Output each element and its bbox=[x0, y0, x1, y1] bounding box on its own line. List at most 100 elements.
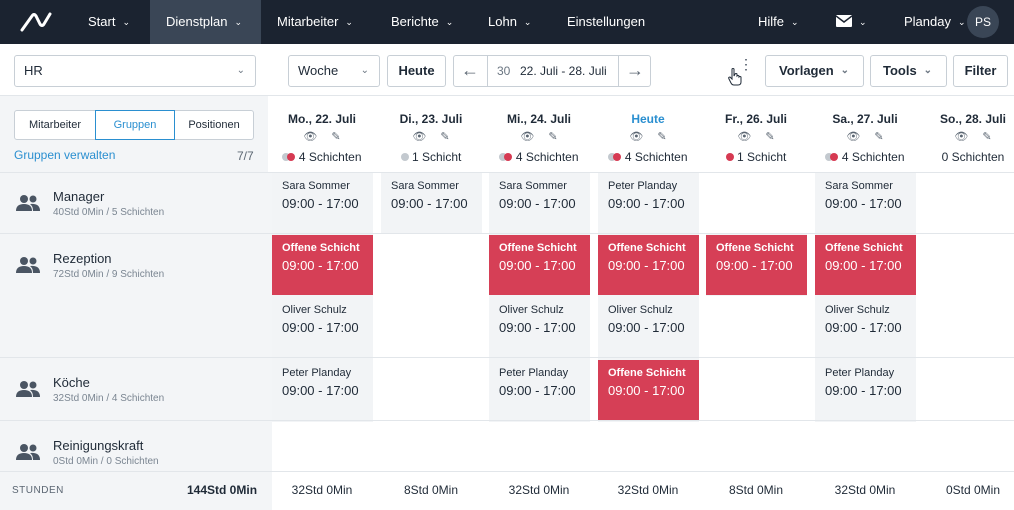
date-navigator: ← 30 22. Juli - 28. Juli → bbox=[453, 55, 651, 87]
users-icon bbox=[16, 381, 40, 397]
manage-groups-link[interactable]: Gruppen verwalten bbox=[14, 148, 116, 162]
shift-card[interactable]: Peter Planday 09:00 - 17:00 bbox=[598, 173, 699, 233]
view-select[interactable]: Woche ⌄ bbox=[288, 55, 380, 87]
today-button[interactable]: Heute bbox=[387, 55, 446, 87]
edit-icon[interactable]: ✎ bbox=[548, 131, 558, 143]
shift-time: 09:00 - 17:00 bbox=[499, 320, 576, 335]
shift-card[interactable]: Oliver Schulz 09:00 - 17:00 bbox=[489, 297, 590, 357]
group-row[interactable]: Köche 32Std 0Min / 4 Schichten bbox=[0, 358, 272, 420]
more-options-icon[interactable]: ⋮ bbox=[739, 56, 753, 72]
open-shift-card[interactable]: Offene Schicht 09:00 - 17:00 bbox=[706, 235, 807, 295]
day-shift-count: 4 Schichten bbox=[811, 150, 919, 164]
department-select[interactable]: HR ⌄ bbox=[14, 55, 256, 87]
shift-card[interactable]: Peter Planday 09:00 - 17:00 bbox=[489, 360, 590, 420]
shift-card[interactable]: Sara Sommer 09:00 - 17:00 bbox=[272, 173, 373, 233]
nav-lohn[interactable]: Lohn ⌄ bbox=[488, 0, 531, 44]
day-header[interactable]: Sa., 27. Juli 👁︎ ✎ 4 Schichten bbox=[811, 96, 919, 172]
eye-icon[interactable]: 👁︎ bbox=[412, 131, 427, 143]
users-icon bbox=[16, 257, 40, 273]
edit-icon[interactable]: ✎ bbox=[874, 131, 884, 143]
open-shift-card[interactable]: Offene Schicht 09:00 - 17:00 bbox=[598, 235, 699, 295]
nav-account[interactable]: Planday ⌄ bbox=[904, 0, 966, 44]
hours-total: 144Std 0Min bbox=[187, 483, 258, 497]
shift-card[interactable]: Sara Sommer 09:00 - 17:00 bbox=[381, 173, 482, 233]
nav-einstellungen[interactable]: Einstellungen bbox=[567, 0, 645, 44]
eye-icon[interactable]: 👁︎ bbox=[846, 131, 861, 143]
edit-icon[interactable]: ✎ bbox=[331, 131, 341, 143]
date-range[interactable]: 22. Juli - 28. Juli bbox=[520, 64, 607, 78]
shift-time: 09:00 - 17:00 bbox=[716, 258, 793, 273]
nav-help[interactable]: Hilfe ⌄ bbox=[758, 0, 799, 44]
nav-berichte[interactable]: Berichte ⌄ bbox=[391, 0, 453, 44]
arrow-right-icon[interactable]: → bbox=[626, 60, 644, 80]
day-header[interactable]: Mo., 22. Juli 👁︎ ✎ 4 Schichten bbox=[268, 96, 376, 172]
tools-dropdown[interactable]: Tools ⌄ bbox=[870, 55, 947, 87]
shift-employee: Offene Schicht bbox=[825, 242, 903, 254]
open-shift-card[interactable]: Offene Schicht 09:00 - 17:00 bbox=[272, 235, 373, 295]
day-actions: 👁︎ ✎ bbox=[377, 130, 485, 143]
eye-icon[interactable]: 👁︎ bbox=[737, 131, 752, 143]
tab-positionen[interactable]: Positionen bbox=[188, 119, 240, 131]
shift-card[interactable]: Peter Planday 09:00 - 17:00 bbox=[815, 360, 916, 420]
open-shift-card[interactable]: Offene Schicht 09:00 - 17:00 bbox=[489, 235, 590, 295]
shift-time: 09:00 - 17:00 bbox=[608, 383, 685, 398]
hand-cursor-icon bbox=[728, 68, 742, 86]
shift-card[interactable]: Sara Sommer 09:00 - 17:00 bbox=[489, 173, 590, 233]
edit-icon[interactable]: ✎ bbox=[982, 131, 992, 143]
eye-icon[interactable]: 👁︎ bbox=[520, 131, 535, 143]
tab-mitarbeiter[interactable]: Mitarbeiter bbox=[29, 119, 81, 131]
tab-gruppen[interactable]: Gruppen bbox=[95, 110, 175, 140]
planday-logo-icon[interactable] bbox=[18, 10, 54, 34]
chevron-down-icon: ⌄ bbox=[791, 17, 799, 27]
nav-start[interactable]: Start ⌄ bbox=[88, 0, 130, 44]
eye-icon[interactable]: 👁︎ bbox=[954, 131, 969, 143]
status-dot-icon bbox=[825, 153, 834, 161]
eye-icon[interactable]: 👁︎ bbox=[629, 131, 644, 143]
day-shift-count: 1 Schicht bbox=[377, 150, 485, 164]
nav-messages[interactable]: ⌄ bbox=[835, 0, 867, 44]
chevron-down-icon: ⌄ bbox=[957, 17, 966, 27]
templates-dropdown[interactable]: Vorlagen ⌄ bbox=[765, 55, 864, 87]
nav-mitarbeiter[interactable]: Mitarbeiter ⌄ bbox=[277, 0, 353, 44]
day-header[interactable]: So., 28. Juli 👁︎ ✎ 0 Schichten bbox=[919, 96, 1014, 172]
users-icon bbox=[16, 195, 40, 211]
arrow-left-icon[interactable]: ← bbox=[461, 60, 479, 80]
users-icon bbox=[16, 444, 40, 460]
shift-card[interactable]: Oliver Schulz 09:00 - 17:00 bbox=[598, 297, 699, 357]
nav-mitarbeiter-label: Mitarbeiter bbox=[277, 14, 339, 29]
nav-dienstplan[interactable]: Dienstplan ⌄ bbox=[150, 0, 261, 44]
shift-card[interactable]: Oliver Schulz 09:00 - 17:00 bbox=[815, 297, 916, 357]
group-row[interactable]: Manager 40Std 0Min / 5 Schichten bbox=[0, 172, 272, 234]
shift-time: 09:00 - 17:00 bbox=[282, 196, 359, 211]
day-header[interactable]: Heute 👁︎ ✎ 4 Schichten bbox=[594, 96, 702, 172]
chevron-down-icon: ⌄ bbox=[236, 65, 245, 76]
edit-icon[interactable]: ✎ bbox=[765, 131, 775, 143]
chevron-down-icon: ⌄ bbox=[523, 17, 532, 27]
open-shift-card[interactable]: Offene Schicht 09:00 - 17:00 bbox=[598, 360, 699, 420]
eye-icon[interactable]: 👁︎ bbox=[303, 131, 318, 143]
shift-time: 09:00 - 17:00 bbox=[825, 320, 902, 335]
group-name: Rezeption bbox=[53, 251, 112, 266]
avatar[interactable]: PS bbox=[967, 6, 999, 38]
edit-icon[interactable]: ✎ bbox=[657, 131, 667, 143]
day-header[interactable]: Fr., 26. Juli 👁︎ ✎ 1 Schicht bbox=[702, 96, 810, 172]
shift-card[interactable]: Oliver Schulz 09:00 - 17:00 bbox=[272, 297, 373, 357]
day-shift-count-label: 1 Schicht bbox=[736, 150, 787, 164]
status-dot-icon bbox=[608, 153, 617, 161]
group-row[interactable]: Rezeption 72Std 0Min / 9 Schichten bbox=[0, 234, 272, 296]
edit-icon[interactable]: ✎ bbox=[440, 131, 450, 143]
day-header[interactable]: Mi., 24. Juli 👁︎ ✎ 4 Schichten bbox=[485, 96, 593, 172]
row-divider bbox=[0, 357, 1014, 358]
day-hours-total: 32Std 0Min bbox=[834, 483, 896, 497]
open-shift-card[interactable]: Offene Schicht 09:00 - 17:00 bbox=[815, 235, 916, 295]
day-label: Heute bbox=[631, 112, 665, 126]
filter-button[interactable]: Filter bbox=[953, 55, 1008, 87]
shift-card[interactable]: Sara Sommer 09:00 - 17:00 bbox=[815, 173, 916, 233]
day-header[interactable]: Di., 23. Juli 👁︎ ✎ 1 Schicht bbox=[377, 96, 485, 172]
day-shift-count: 1 Schicht bbox=[702, 150, 810, 164]
group-row[interactable]: Reinigungskraft 0Std 0Min / 0 Schichten bbox=[0, 421, 272, 483]
day-shift-count-label: 4 Schichten bbox=[515, 150, 579, 164]
shift-card[interactable]: Peter Planday 09:00 - 17:00 bbox=[272, 360, 373, 420]
day-shift-count-label: 4 Schichten bbox=[298, 150, 362, 164]
shift-time: 09:00 - 17:00 bbox=[499, 196, 576, 211]
